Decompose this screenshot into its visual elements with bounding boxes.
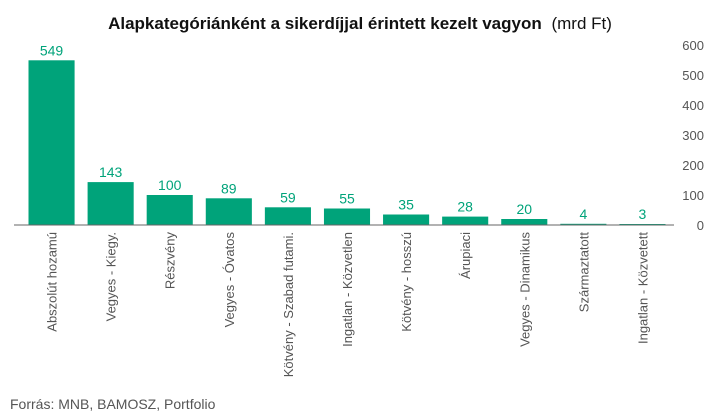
bar-value-label: 55 xyxy=(339,191,355,207)
x-tick-label: Vegyes - Dinamikus xyxy=(517,232,532,347)
source-note: Forrás: MNB, BAMOSZ, Portfolio xyxy=(10,396,216,412)
chart-title: Alapkategóriánként a sikerdíjjal érintet… xyxy=(108,14,612,33)
bar-value-label: 35 xyxy=(398,197,414,213)
bar-value-label: 89 xyxy=(221,180,237,196)
y-tick-label: 0 xyxy=(697,218,704,233)
y-tick-label: 400 xyxy=(682,98,704,113)
y-tick-label: 600 xyxy=(682,38,704,53)
chart-title-unit: (mrd Ft) xyxy=(551,14,611,33)
bar xyxy=(87,182,134,225)
bar-value-label: 59 xyxy=(280,189,296,205)
x-tick-label: Vegyes - Kiegy. xyxy=(104,232,119,321)
bar xyxy=(560,223,607,225)
bar xyxy=(442,216,489,225)
y-tick-label: 500 xyxy=(682,68,704,83)
y-tick-label: 200 xyxy=(682,158,704,173)
bar-value-label: 100 xyxy=(158,177,182,193)
x-tick-label: Kötvény - hosszú xyxy=(399,232,414,332)
bar-value-label: 4 xyxy=(579,206,587,222)
bar xyxy=(383,214,430,225)
y-axis: 0 100 200 300 400 500 600 xyxy=(682,38,704,233)
bar-value-label: 20 xyxy=(516,201,532,217)
bar xyxy=(501,219,548,225)
x-tick-label: Vegyes - Óvatos xyxy=(222,232,237,328)
x-tick-label: Ingatlan - Közvetlen xyxy=(340,232,355,347)
bar-value-label: 143 xyxy=(99,164,123,180)
x-tick-label: Ingatlan - Közvetett xyxy=(635,232,650,344)
bar-value-label: 549 xyxy=(40,42,64,58)
bar-value-label: 3 xyxy=(639,206,647,222)
bar xyxy=(28,60,75,225)
x-tick-label: Származtatott xyxy=(576,232,591,313)
bar xyxy=(146,195,193,225)
bar xyxy=(205,198,252,225)
bars-layer: 549 143 100 89 59 55 35 28 20 4 3 xyxy=(28,42,666,225)
chart-title-main: Alapkategóriánként a sikerdíjjal érintet… xyxy=(108,14,542,33)
x-tick-label: Részvény xyxy=(163,232,178,290)
bar xyxy=(264,207,311,225)
x-axis: Abszolút hozamú Vegyes - Kiegy. Részvény Ve… xyxy=(14,224,674,377)
y-tick-label: 300 xyxy=(682,128,704,143)
y-tick-label: 100 xyxy=(682,188,704,203)
bar-value-label: 28 xyxy=(457,199,473,215)
x-tick-label: Árupiaci xyxy=(458,232,473,279)
bar xyxy=(323,208,371,225)
x-tick-label: Abszolút hozamú xyxy=(45,232,60,332)
x-tick-label: Kötvény - Szabad futami. xyxy=(281,232,296,377)
